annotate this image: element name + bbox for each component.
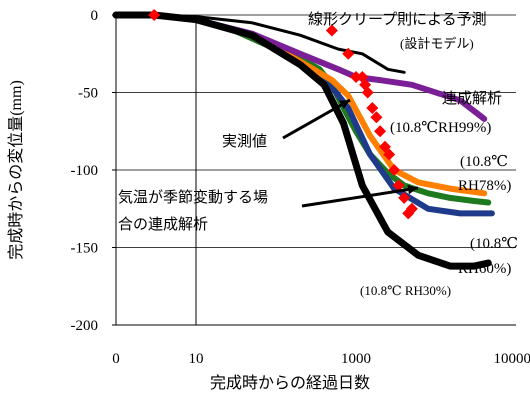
annotation-rh99-cond: (10.8℃RH99%) [390, 120, 491, 136]
annotation-rh78-line2: RH78%) [458, 178, 511, 194]
annotation-rh99-title: 連成解析 [442, 90, 502, 107]
annotation-rh60-line2: RH60%) [458, 261, 511, 277]
y-tick-label: -150 [71, 241, 99, 257]
annotation-rh60-line1: (10.8℃ [470, 236, 518, 252]
y-tick-label: -100 [71, 163, 99, 179]
x-axis-title: 完成時からの経過日数 [210, 374, 370, 392]
x-tick-label: 0 [112, 351, 120, 367]
annotation-linear-line1: 線形クリープ則による予測 [308, 11, 487, 28]
annotation-seasonal-line2: 合の連成解析 [118, 216, 208, 233]
annotation-seasonal-line1: 気温が季節変動する場 [118, 188, 268, 206]
annotation-measured: 実測値 [222, 133, 267, 150]
x-tick-label: 10 [189, 351, 204, 367]
x-tick-label: 1000 [341, 351, 371, 367]
x-tick-label: 100000 [494, 351, 530, 367]
y-axis-title: 完成時からの変位量(mm) [7, 80, 25, 260]
annotation-linear-line2: (設計モデル) [400, 36, 474, 51]
y-tick-label: -50 [78, 86, 98, 102]
y-tick-label: -200 [71, 318, 99, 334]
annotation-rh30: (10.8℃ RH30%) [360, 283, 451, 298]
annotation-rh78-line1: (10.8℃ [460, 154, 508, 170]
y-tick-label: 0 [91, 8, 99, 24]
